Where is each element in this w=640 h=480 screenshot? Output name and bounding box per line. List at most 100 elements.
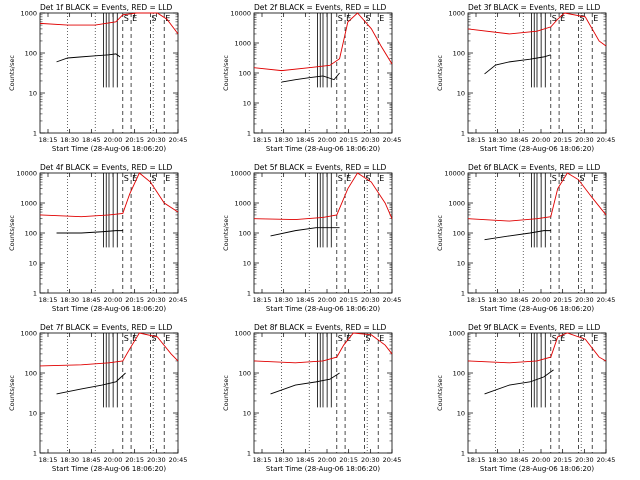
panel-title: Det 5f BLACK = Events, RED = LLD [254, 163, 387, 172]
x-tick-label: 18:15 [467, 136, 486, 144]
series-lld-line [253, 332, 393, 364]
series-events-line [56, 53, 121, 63]
marker-label: S [552, 174, 557, 183]
marker-label: S [151, 174, 156, 183]
marker-label: E [560, 14, 565, 23]
x-tick-label: 18:45 [296, 296, 315, 304]
x-tick-label: 18:30 [60, 456, 79, 464]
panel-3: Det 3f BLACK = Events, RED = LLD 1 10 100 10… [436, 3, 615, 153]
panel-title: Det 7f BLACK = Events, RED = LLD [40, 323, 173, 332]
y-tick-label: 100 [453, 230, 465, 238]
y-tick-label: 1000 [234, 40, 251, 48]
panel-title: Det 2f BLACK = Events, RED = LLD [254, 3, 387, 12]
panel-title: Det 9f BLACK = Events, RED = LLD [468, 323, 601, 332]
x-tick-label: 20:00 [318, 296, 337, 304]
x-tick-label: 20:00 [104, 136, 123, 144]
y-tick-label: 10 [457, 90, 465, 98]
y-tick-label: 1000 [20, 330, 37, 338]
series-events-line [56, 372, 126, 395]
y-tick-label: 1000 [448, 200, 465, 208]
panel-8: Det 8f BLACK = Events, RED = LLD 1 10 100 10… [222, 323, 401, 473]
x-tick-label: 20:30 [361, 456, 380, 464]
x-tick-label: 18:45 [296, 136, 315, 144]
marker-label: S [552, 334, 557, 343]
x-tick-label: 20:30 [147, 296, 166, 304]
y-tick-label: 1 [33, 450, 37, 458]
y-tick-label: 10 [243, 410, 251, 418]
marker-label: E [165, 334, 170, 343]
panel-5: Det 5f BLACK = Events, RED = LLD 1 10 100 10… [222, 163, 401, 313]
marker-label: E [593, 174, 598, 183]
x-tick-label: 18:45 [82, 136, 101, 144]
x-tick-label: 20:45 [597, 136, 616, 144]
panel-title: Det 3f BLACK = Events, RED = LLD [468, 3, 601, 12]
y-tick-label: 100 [453, 370, 465, 378]
marker-label: E [132, 14, 137, 23]
x-tick-label: 20:45 [383, 136, 402, 144]
y-axis-label: Counts/sec [436, 55, 444, 91]
y-tick-label: 1000 [448, 330, 465, 338]
x-axis-label: Start Time (28-Aug-06 18:06:20) [266, 145, 380, 153]
panel-title: Det 6f BLACK = Events, RED = LLD [468, 163, 601, 172]
x-axis-label: Start Time (28-Aug-06 18:06:20) [266, 305, 380, 313]
y-tick-label: 1 [247, 290, 251, 298]
x-tick-label: 18:30 [60, 296, 79, 304]
series-events-line [281, 72, 340, 83]
marker-label: S [124, 14, 129, 23]
x-tick-label: 20:15 [553, 136, 572, 144]
x-tick-label: 18:30 [488, 296, 507, 304]
x-tick-label: 20:15 [339, 136, 358, 144]
x-tick-label: 20:45 [597, 456, 616, 464]
series-events-line [484, 54, 551, 75]
x-tick-label: 20:15 [339, 296, 358, 304]
x-tick-label: 20:45 [169, 296, 188, 304]
x-tick-label: 20:15 [125, 456, 144, 464]
marker-label: S [151, 14, 156, 23]
x-tick-label: 20:30 [361, 136, 380, 144]
marker-label: E [165, 174, 170, 183]
marker-label: S [579, 174, 584, 183]
x-tick-label: 18:30 [274, 296, 293, 304]
panel-9: Det 9f BLACK = Events, RED = LLD 1 10 100 10… [436, 323, 615, 473]
x-tick-label: 20:30 [147, 136, 166, 144]
series-events-line [484, 369, 554, 395]
y-axis-label: Counts/sec [222, 215, 230, 251]
y-axis-label: Counts/sec [222, 55, 230, 91]
y-tick-label: 100 [239, 370, 251, 378]
y-tick-label: 1000 [20, 200, 37, 208]
series-events-line [56, 230, 123, 234]
marker-label: S [338, 14, 343, 23]
series-lld-line [253, 172, 393, 221]
y-tick-label: 10 [457, 410, 465, 418]
series-lld-line [253, 12, 393, 72]
y-tick-label: 10000 [444, 170, 465, 178]
y-tick-label: 10 [457, 260, 465, 268]
x-tick-label: 20:45 [383, 296, 402, 304]
x-axis-label: Start Time (28-Aug-06 18:06:20) [480, 465, 594, 473]
series-events-line [270, 227, 340, 237]
y-tick-label: 1000 [234, 330, 251, 338]
panel-title: Det 8f BLACK = Events, RED = LLD [254, 323, 387, 332]
panel-4: Det 4f BLACK = Events, RED = LLD 1 10 100 10… [8, 163, 187, 313]
x-tick-label: 20:00 [532, 456, 551, 464]
y-axis-label: Counts/sec [8, 375, 16, 411]
series-lld-line [39, 12, 179, 35]
panel-title: Det 1f BLACK = Events, RED = LLD [40, 3, 173, 12]
x-axis-label: Start Time (28-Aug-06 18:06:20) [480, 305, 594, 313]
x-tick-label: 20:15 [339, 456, 358, 464]
marker-label: S [552, 14, 557, 23]
x-axis-label: Start Time (28-Aug-06 18:06:20) [480, 145, 594, 153]
series-lld-line [39, 332, 179, 367]
x-tick-label: 20:15 [553, 296, 572, 304]
x-tick-label: 20:30 [575, 296, 594, 304]
x-tick-label: 18:45 [82, 456, 101, 464]
x-tick-label: 18:45 [82, 296, 101, 304]
y-tick-label: 100 [239, 230, 251, 238]
x-tick-label: 20:45 [383, 456, 402, 464]
marker-label: E [165, 14, 170, 23]
x-tick-label: 20:30 [361, 296, 380, 304]
x-tick-label: 18:45 [510, 136, 529, 144]
x-tick-label: 20:00 [104, 296, 123, 304]
x-axis-label: Start Time (28-Aug-06 18:06:20) [266, 465, 380, 473]
x-axis-label: Start Time (28-Aug-06 18:06:20) [52, 145, 166, 153]
